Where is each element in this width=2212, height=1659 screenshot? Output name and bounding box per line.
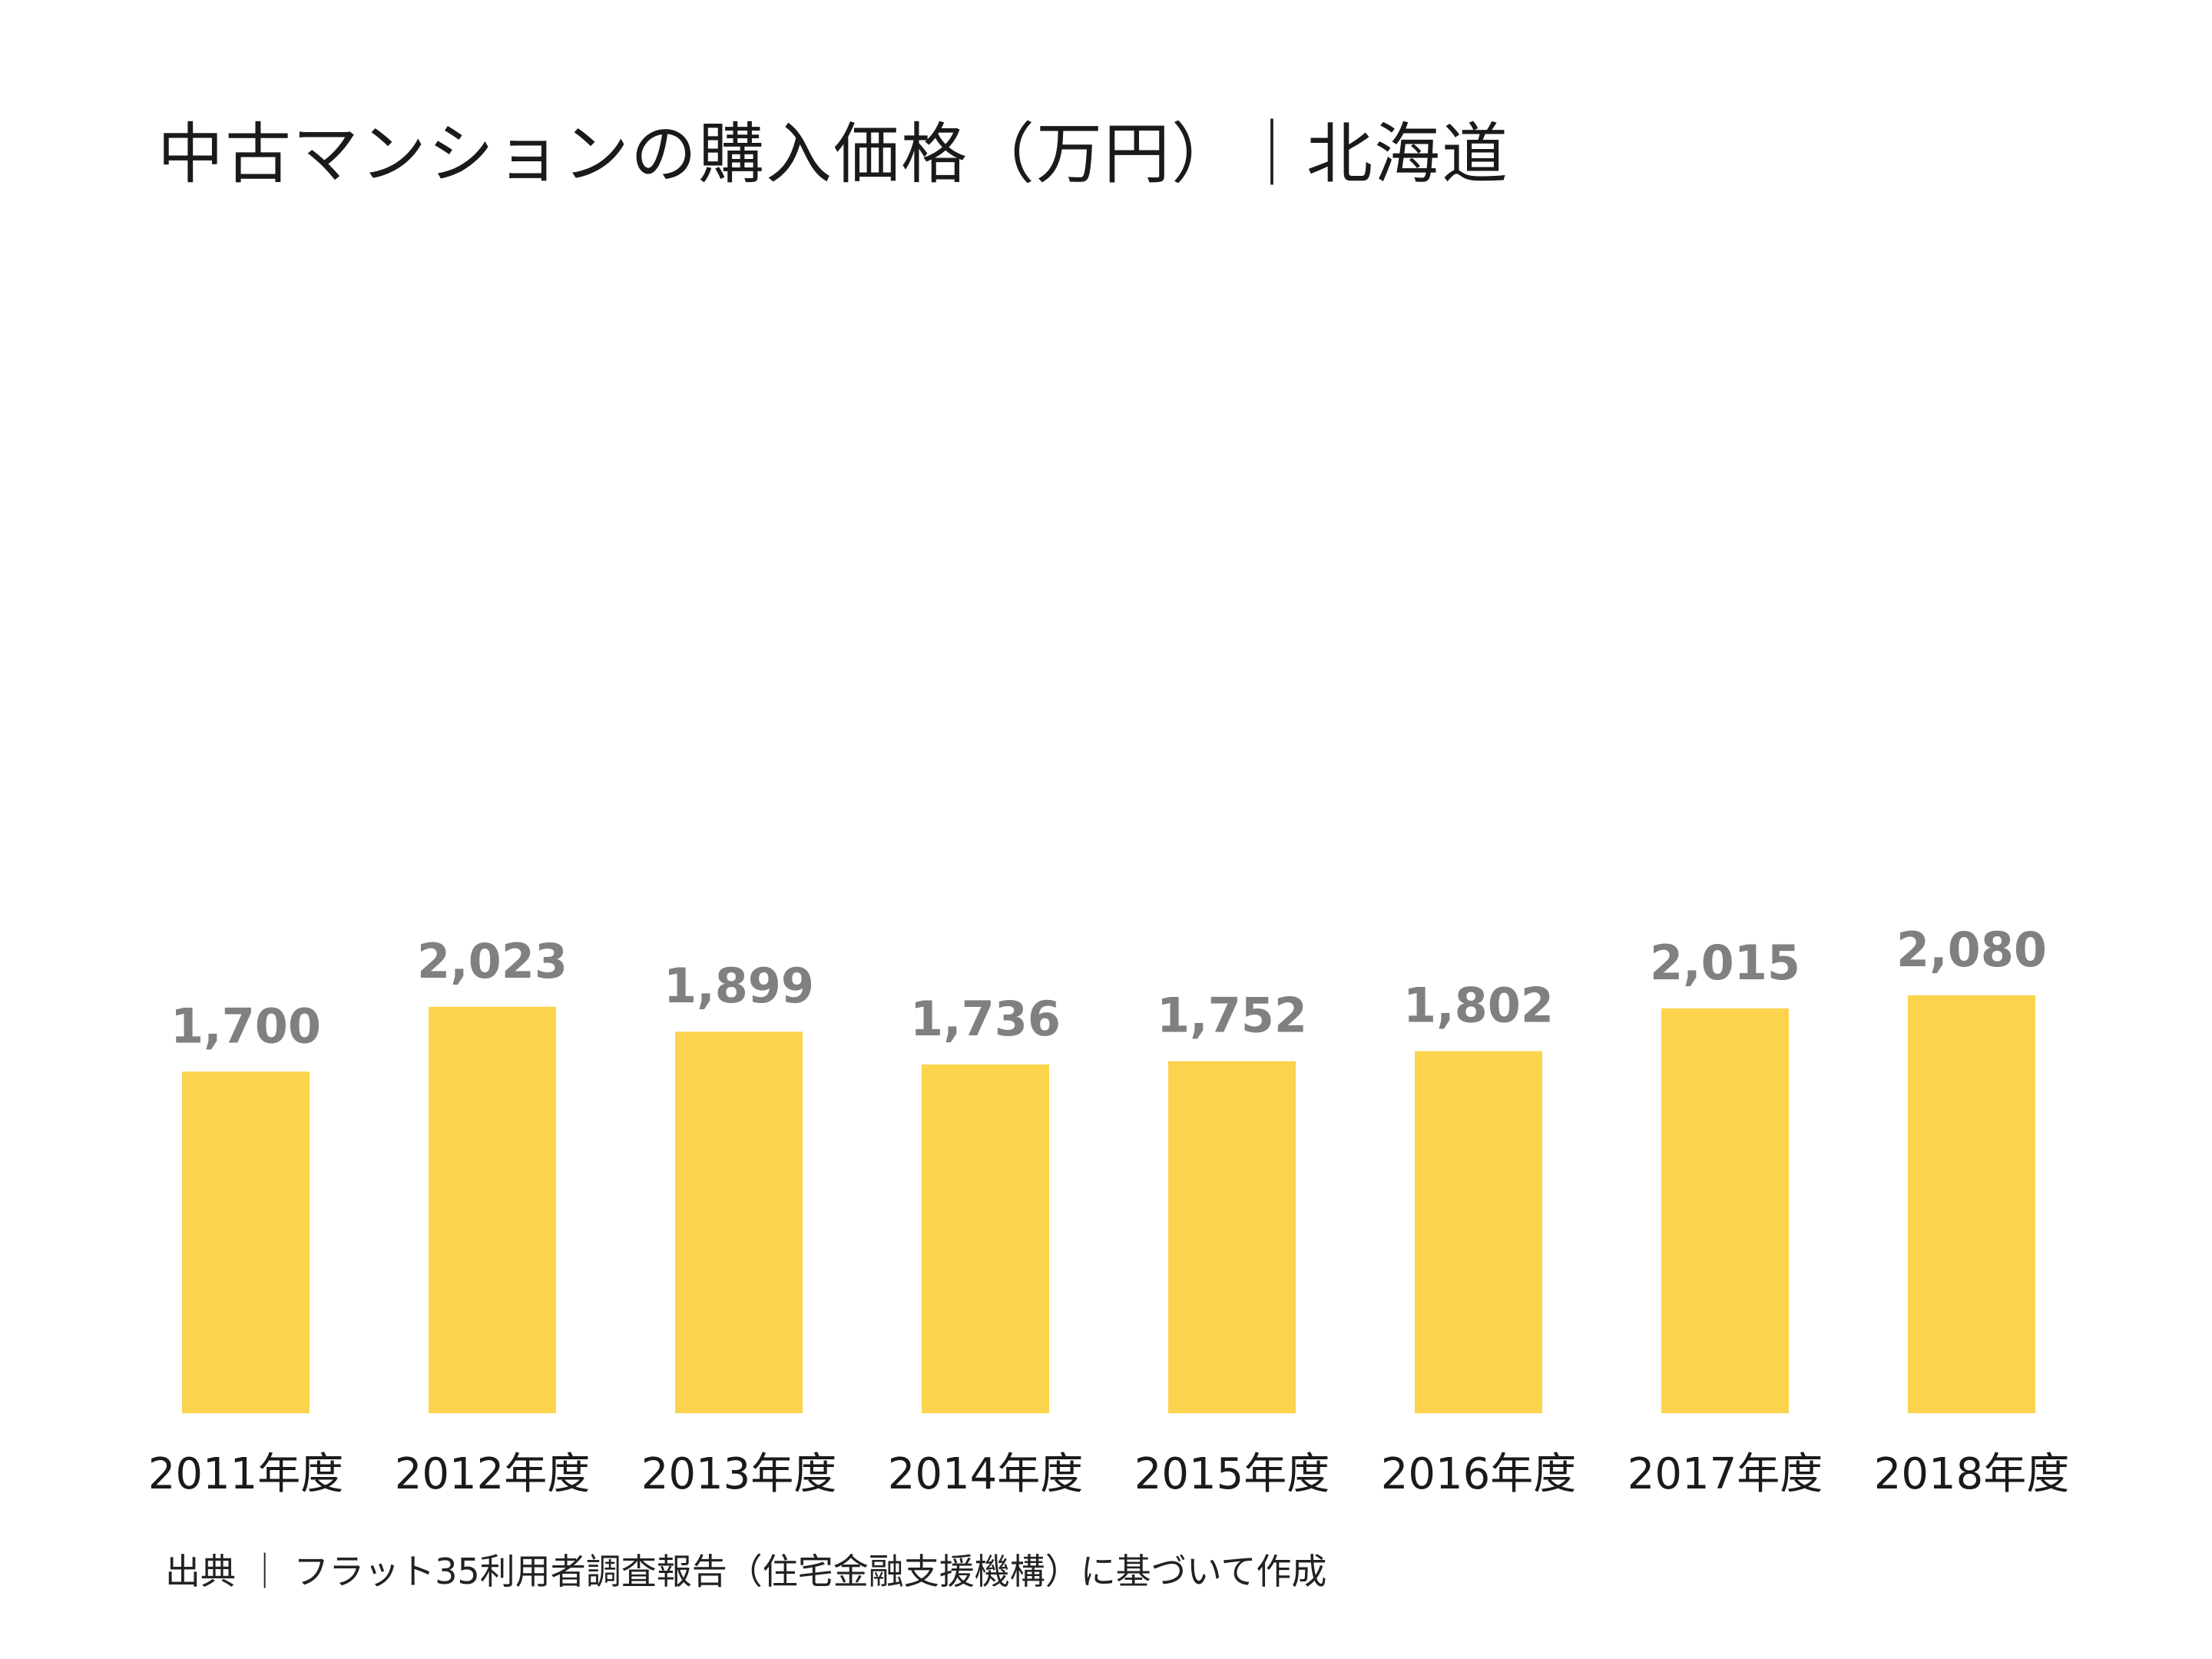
bar-2015年度 xyxy=(1168,1061,1296,1413)
value-label: 1,899 xyxy=(664,958,814,1014)
bar-2011年度 xyxy=(182,1071,310,1413)
value-label: 1,700 xyxy=(171,998,321,1054)
chart-title: 中古マンションの購入価格（万円）｜北海道 xyxy=(157,116,1509,193)
bar-2017年度 xyxy=(1661,1008,1789,1413)
category-label: 2011年度 xyxy=(148,1449,344,1499)
category-labels-layer: 2011年度 2012年度 2013年度 2014年度 2015年度 2016年度 2017… xyxy=(148,1449,2070,1499)
category-label: 2013年度 xyxy=(641,1449,837,1499)
bar-2016年度 xyxy=(1415,1051,1542,1413)
category-label: 2017年度 xyxy=(1628,1449,1823,1499)
bar-2012年度 xyxy=(429,1006,556,1413)
value-labels-layer: 1,700 2,023 1,899 1,736 1,752 1,802 2,015 2,080 xyxy=(171,922,2047,1054)
value-label: 2,015 xyxy=(1650,935,1800,991)
value-label: 1,736 xyxy=(910,991,1061,1047)
bar-2018年度 xyxy=(1908,995,2035,1413)
category-label: 2018年度 xyxy=(1874,1449,2070,1499)
bars-layer xyxy=(182,995,2035,1413)
bar-2013年度 xyxy=(675,1031,803,1413)
bar-2014年度 xyxy=(922,1064,1049,1413)
category-label: 2014年度 xyxy=(888,1449,1084,1499)
value-label: 1,752 xyxy=(1157,988,1307,1044)
value-label: 1,802 xyxy=(1403,978,1554,1034)
value-label: 2,023 xyxy=(417,933,568,989)
category-label: 2015年度 xyxy=(1134,1449,1330,1499)
source-note: 出典 ｜ フラット35利用者調査報告（住宅金融支援機構）に基づいて作成 xyxy=(165,1551,1327,1592)
value-label: 2,080 xyxy=(1896,922,2047,978)
category-label: 2016年度 xyxy=(1381,1449,1577,1499)
category-label: 2012年度 xyxy=(395,1449,591,1499)
